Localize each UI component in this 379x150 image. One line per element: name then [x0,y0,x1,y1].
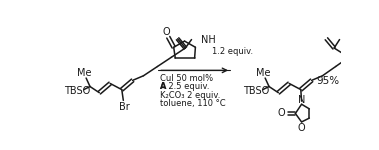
Text: toluene, 110 °C: toluene, 110 °C [160,99,226,108]
Text: O: O [298,123,305,133]
Text: Me: Me [77,68,91,78]
Text: CuI 50 mol%: CuI 50 mol% [160,74,213,82]
Text: O: O [163,27,171,37]
Text: TBSO: TBSO [64,86,91,96]
Text: NH: NH [201,35,216,45]
Text: K₂CO₃ 2 equiv.: K₂CO₃ 2 equiv. [160,90,220,99]
Text: O: O [278,108,285,119]
Text: 1.2 equiv.: 1.2 equiv. [212,47,253,56]
Text: 95%: 95% [316,76,340,86]
Text: A: A [160,82,166,91]
Text: Me: Me [255,68,270,78]
Text: N: N [298,95,305,105]
Text: Br: Br [119,102,130,112]
Text: TBSO: TBSO [243,86,270,96]
Text: A 2.5 equiv.: A 2.5 equiv. [160,82,209,91]
